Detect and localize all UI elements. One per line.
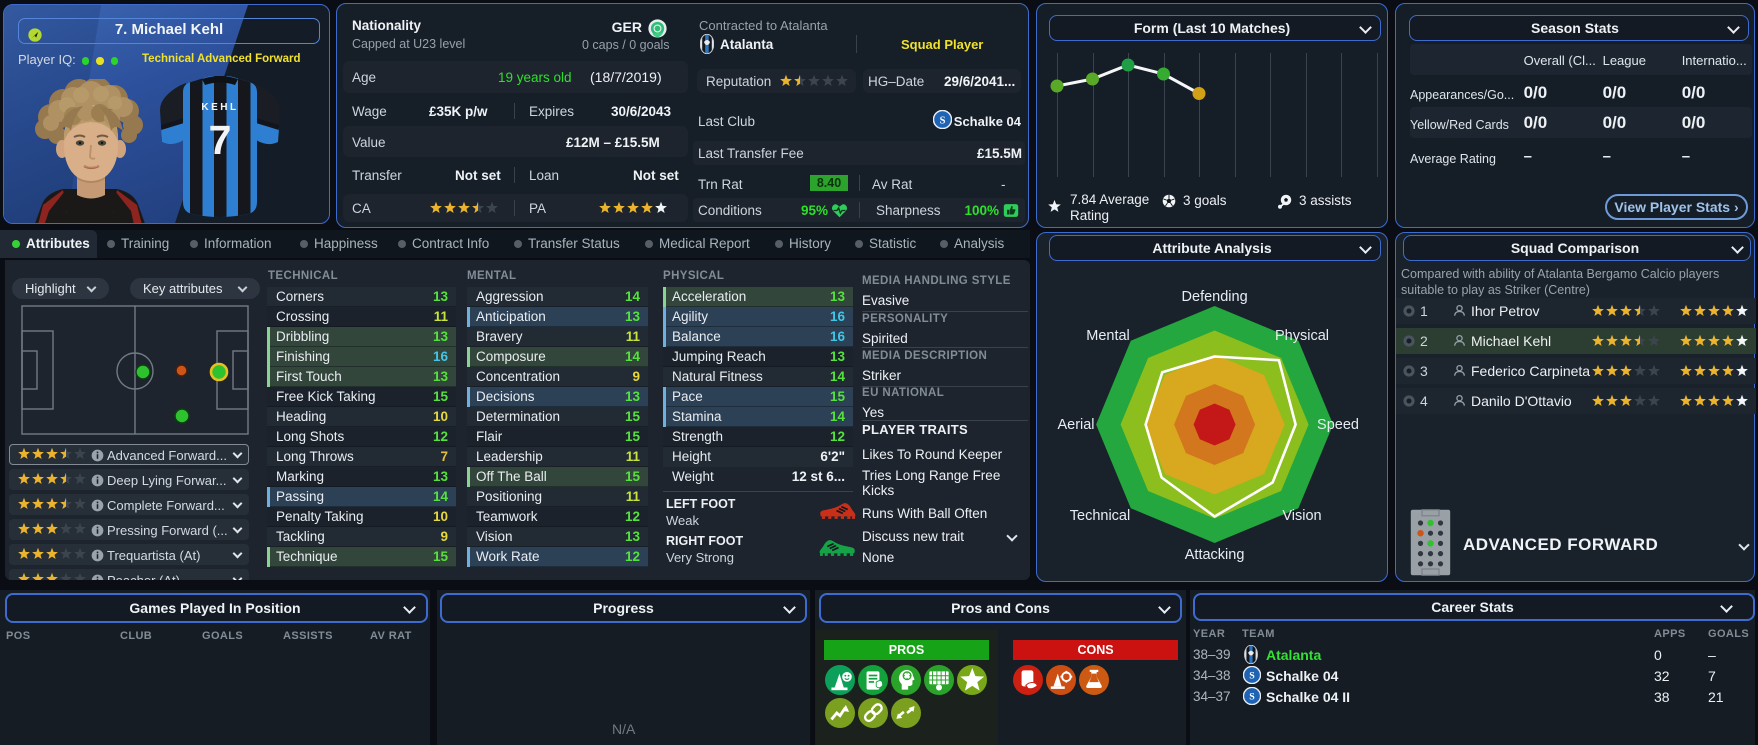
svg-text:7: 7 <box>209 117 232 163</box>
svg-text:S: S <box>940 115 946 126</box>
svg-text:KEHL: KEHL <box>201 102 238 113</box>
svg-text:S: S <box>1249 692 1255 703</box>
svg-text:S: S <box>1249 671 1255 682</box>
